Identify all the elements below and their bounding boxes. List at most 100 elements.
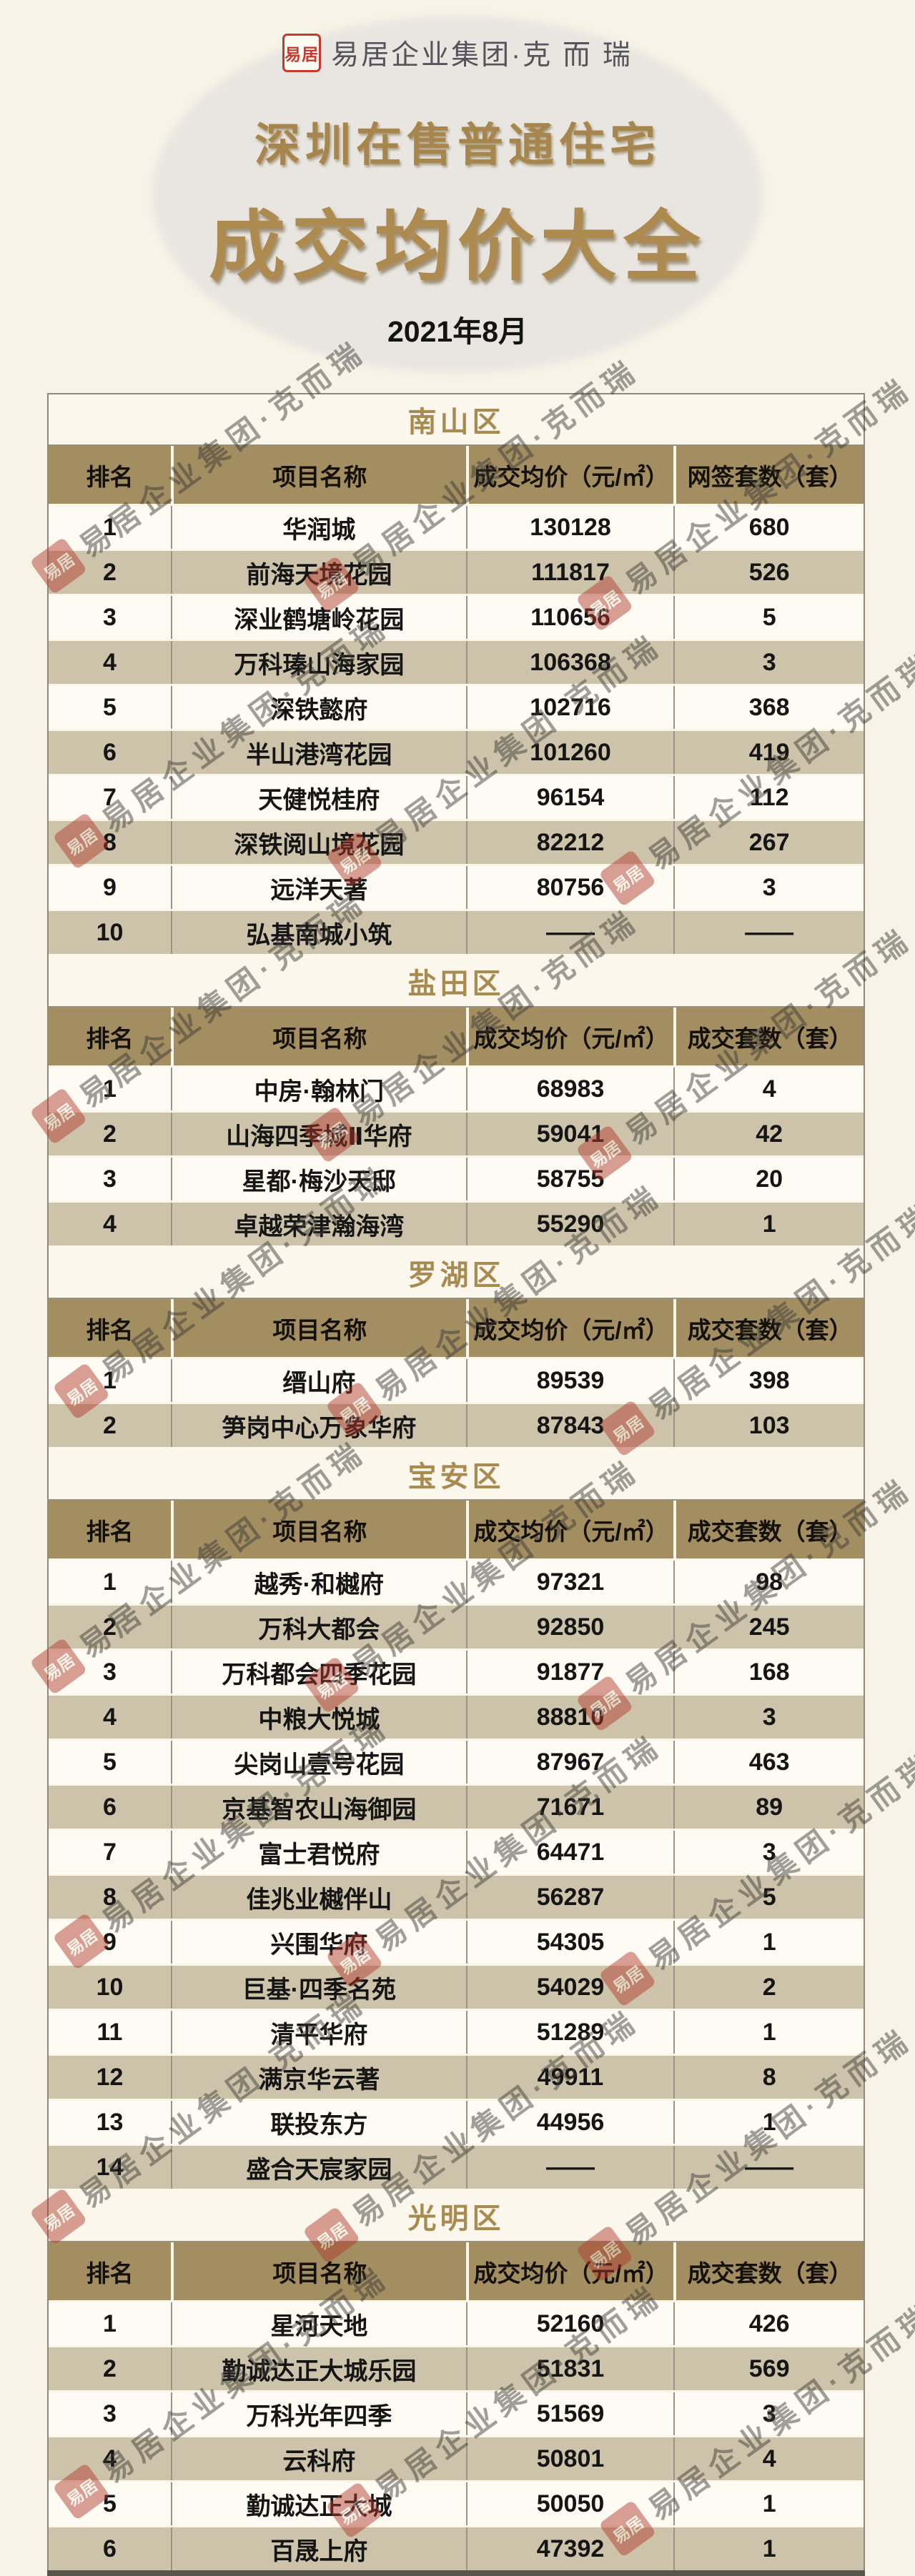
table-row: 9 远洋天著 80756 3 <box>49 866 864 911</box>
units-cell: 3 <box>673 2392 864 2435</box>
avg-price-cell: 54029 <box>465 1966 674 2009</box>
table-row: 1 越秀·和樾府 97321 98 <box>49 1561 864 1606</box>
rank-cell: 4 <box>103 2445 117 2472</box>
brand-logo-text: 易居企业集团·克 而 瑞 <box>331 40 633 71</box>
avg-price-cell: 50801 <box>465 2437 674 2480</box>
district-section-yantian: 盐田区 排名 项目名称 成交均价（元/㎡） 成交套数（套） 1 中房·翰林门 689… <box>49 956 864 1248</box>
project-name-cell: 巨基·四季名苑 <box>171 1966 466 2009</box>
brand-seal-icon: 易居 <box>282 34 322 72</box>
table-row: 3 星都·梅沙天邸 58755 20 <box>49 1158 864 1203</box>
project-name-cell: 兴围华府 <box>171 1921 466 1964</box>
units-cell: 2 <box>673 1966 864 2009</box>
rank-cell: 6 <box>103 738 117 766</box>
units-cell: 368 <box>673 686 864 729</box>
project-name-cell: 深铁懿府 <box>171 686 466 729</box>
col-header-rank: 排名 <box>49 1299 171 1357</box>
rank-cell: 6 <box>103 1793 117 1821</box>
table-row: 11 清平华府 51289 1 <box>49 2011 864 2056</box>
district-title: 光明区 <box>49 2191 864 2241</box>
rank-cell: 9 <box>103 873 117 901</box>
district-title: 罗湖区 <box>49 1248 864 1298</box>
units-cell: 98 <box>673 1561 864 1603</box>
district-section-nanshan: 南山区 排名 项目名称 成交均价（元/㎡） 网签套数（套） 1 华润城 130128… <box>49 394 864 956</box>
avg-price-cell: 102716 <box>465 686 674 729</box>
col-header-project: 项目名称 <box>171 1299 466 1357</box>
rank-cell: 3 <box>103 2400 117 2427</box>
district-section-luohu: 罗湖区 排名 项目名称 成交均价（元/㎡） 成交套数（套） 1 缙山府 89539 3… <box>49 1248 864 1449</box>
rank-cell: 7 <box>103 1838 117 1866</box>
table-row: 1 星河天地 52160 426 <box>49 2302 864 2347</box>
units-cell: 245 <box>673 1606 864 1648</box>
units-cell: 1 <box>673 1203 864 1245</box>
brand-logo: 易居 易居企业集团·克 而 瑞 <box>0 33 915 73</box>
rank-cell: 10 <box>96 918 124 946</box>
avg-price-cell: 64471 <box>465 1831 674 1874</box>
units-cell: 267 <box>673 821 864 864</box>
rank-cell: 8 <box>103 1883 117 1911</box>
project-name-cell: 万科瑧山海家园 <box>171 641 466 684</box>
table-body: 1 越秀·和樾府 97321 98 2 万科大都会 92850 245 3 万科都会四季花园 918… <box>49 1561 864 2191</box>
avg-price-cell: 58755 <box>465 1158 674 1200</box>
rank-cell: 11 <box>97 2018 123 2046</box>
col-header-avg-price: 成交均价（元/㎡） <box>465 1008 674 1065</box>
project-name-cell: 笋岗中心万象华府 <box>171 1404 466 1447</box>
avg-price-cell: 71671 <box>465 1786 674 1829</box>
avg-price-cell: 101260 <box>465 731 674 774</box>
avg-price-cell: 80756 <box>465 866 674 909</box>
avg-price-cell: 89539 <box>465 1359 674 1402</box>
units-cell: 1 <box>673 2101 864 2144</box>
column-header-row: 排名 项目名称 成交均价（元/㎡） 成交套数（套） <box>49 1499 864 1561</box>
districts-table: 南山区 排名 项目名称 成交均价（元/㎡） 网签套数（套） 1 华润城 130128… <box>47 393 865 2572</box>
table-row: 2 勤诚达正大城乐园 51831 569 <box>49 2347 864 2392</box>
table-row: 14 盛合天宸家园 —— —— <box>49 2146 864 2191</box>
project-name-cell: 联投东方 <box>171 2101 466 2144</box>
rank-cell: 1 <box>103 513 117 541</box>
rank-cell: 3 <box>103 1658 117 1686</box>
avg-price-cell: 55290 <box>465 1203 674 1245</box>
rank-cell: 1 <box>103 1568 117 1596</box>
units-cell: 5 <box>673 1876 864 1919</box>
table-row: 2 万科大都会 92850 245 <box>49 1606 864 1651</box>
avg-price-cell: 54305 <box>465 1921 674 1964</box>
col-header-project: 项目名称 <box>171 446 466 504</box>
rank-cell: 1 <box>103 1075 117 1103</box>
avg-price-cell: 56287 <box>465 1876 674 1919</box>
avg-price-cell: 47392 <box>465 2527 674 2570</box>
units-cell: 526 <box>673 551 864 594</box>
units-cell: 3 <box>673 866 864 909</box>
units-cell: 1 <box>673 2482 864 2525</box>
avg-price-cell: 59041 <box>465 1113 674 1155</box>
project-name-cell: 卓越荣津瀚海湾 <box>171 1203 466 1245</box>
table-row: 6 半山港湾花园 101260 419 <box>49 731 864 776</box>
units-cell: 4 <box>673 2437 864 2480</box>
rank-cell: 2 <box>103 1120 117 1148</box>
col-header-rank: 排名 <box>49 1008 171 1065</box>
table-row: 13 联投东方 44956 1 <box>49 2101 864 2146</box>
table-row: 8 佳兆业樾伴山 56287 5 <box>49 1876 864 1921</box>
rank-cell: 4 <box>103 1210 117 1238</box>
avg-price-cell: —— <box>465 2146 674 2189</box>
avg-price-cell: 130128 <box>465 506 674 549</box>
col-header-units: 成交套数（套） <box>673 2242 864 2300</box>
units-cell: 419 <box>673 731 864 774</box>
table-bottom-edge <box>47 2570 865 2576</box>
avg-price-cell: 96154 <box>465 776 674 819</box>
rank-cell: 3 <box>103 603 117 631</box>
table-body: 1 华润城 130128 680 2 前海天境花园 111817 526 3 深业鹤塘岭花园 110… <box>49 506 864 956</box>
header-ellipse <box>152 16 763 373</box>
project-name-cell: 盛合天宸家园 <box>171 2146 466 2189</box>
project-name-cell: 云科府 <box>171 2437 466 2480</box>
table-row: 1 华润城 130128 680 <box>49 506 864 551</box>
avg-price-cell: 51289 <box>465 2011 674 2054</box>
table-row: 10 巨基·四季名苑 54029 2 <box>49 1966 864 2011</box>
avg-price-cell: 44956 <box>465 2101 674 2144</box>
table-row: 4 云科府 50801 4 <box>49 2437 864 2482</box>
avg-price-cell: 51569 <box>465 2392 674 2435</box>
col-header-units: 成交套数（套） <box>673 1501 864 1558</box>
project-name-cell: 星河天地 <box>171 2302 466 2345</box>
units-cell: 463 <box>673 1741 864 1784</box>
table-row: 1 中房·翰林门 68983 4 <box>49 1068 864 1113</box>
project-name-cell: 万科都会四季花园 <box>171 1651 466 1694</box>
units-cell: 5 <box>673 596 864 639</box>
